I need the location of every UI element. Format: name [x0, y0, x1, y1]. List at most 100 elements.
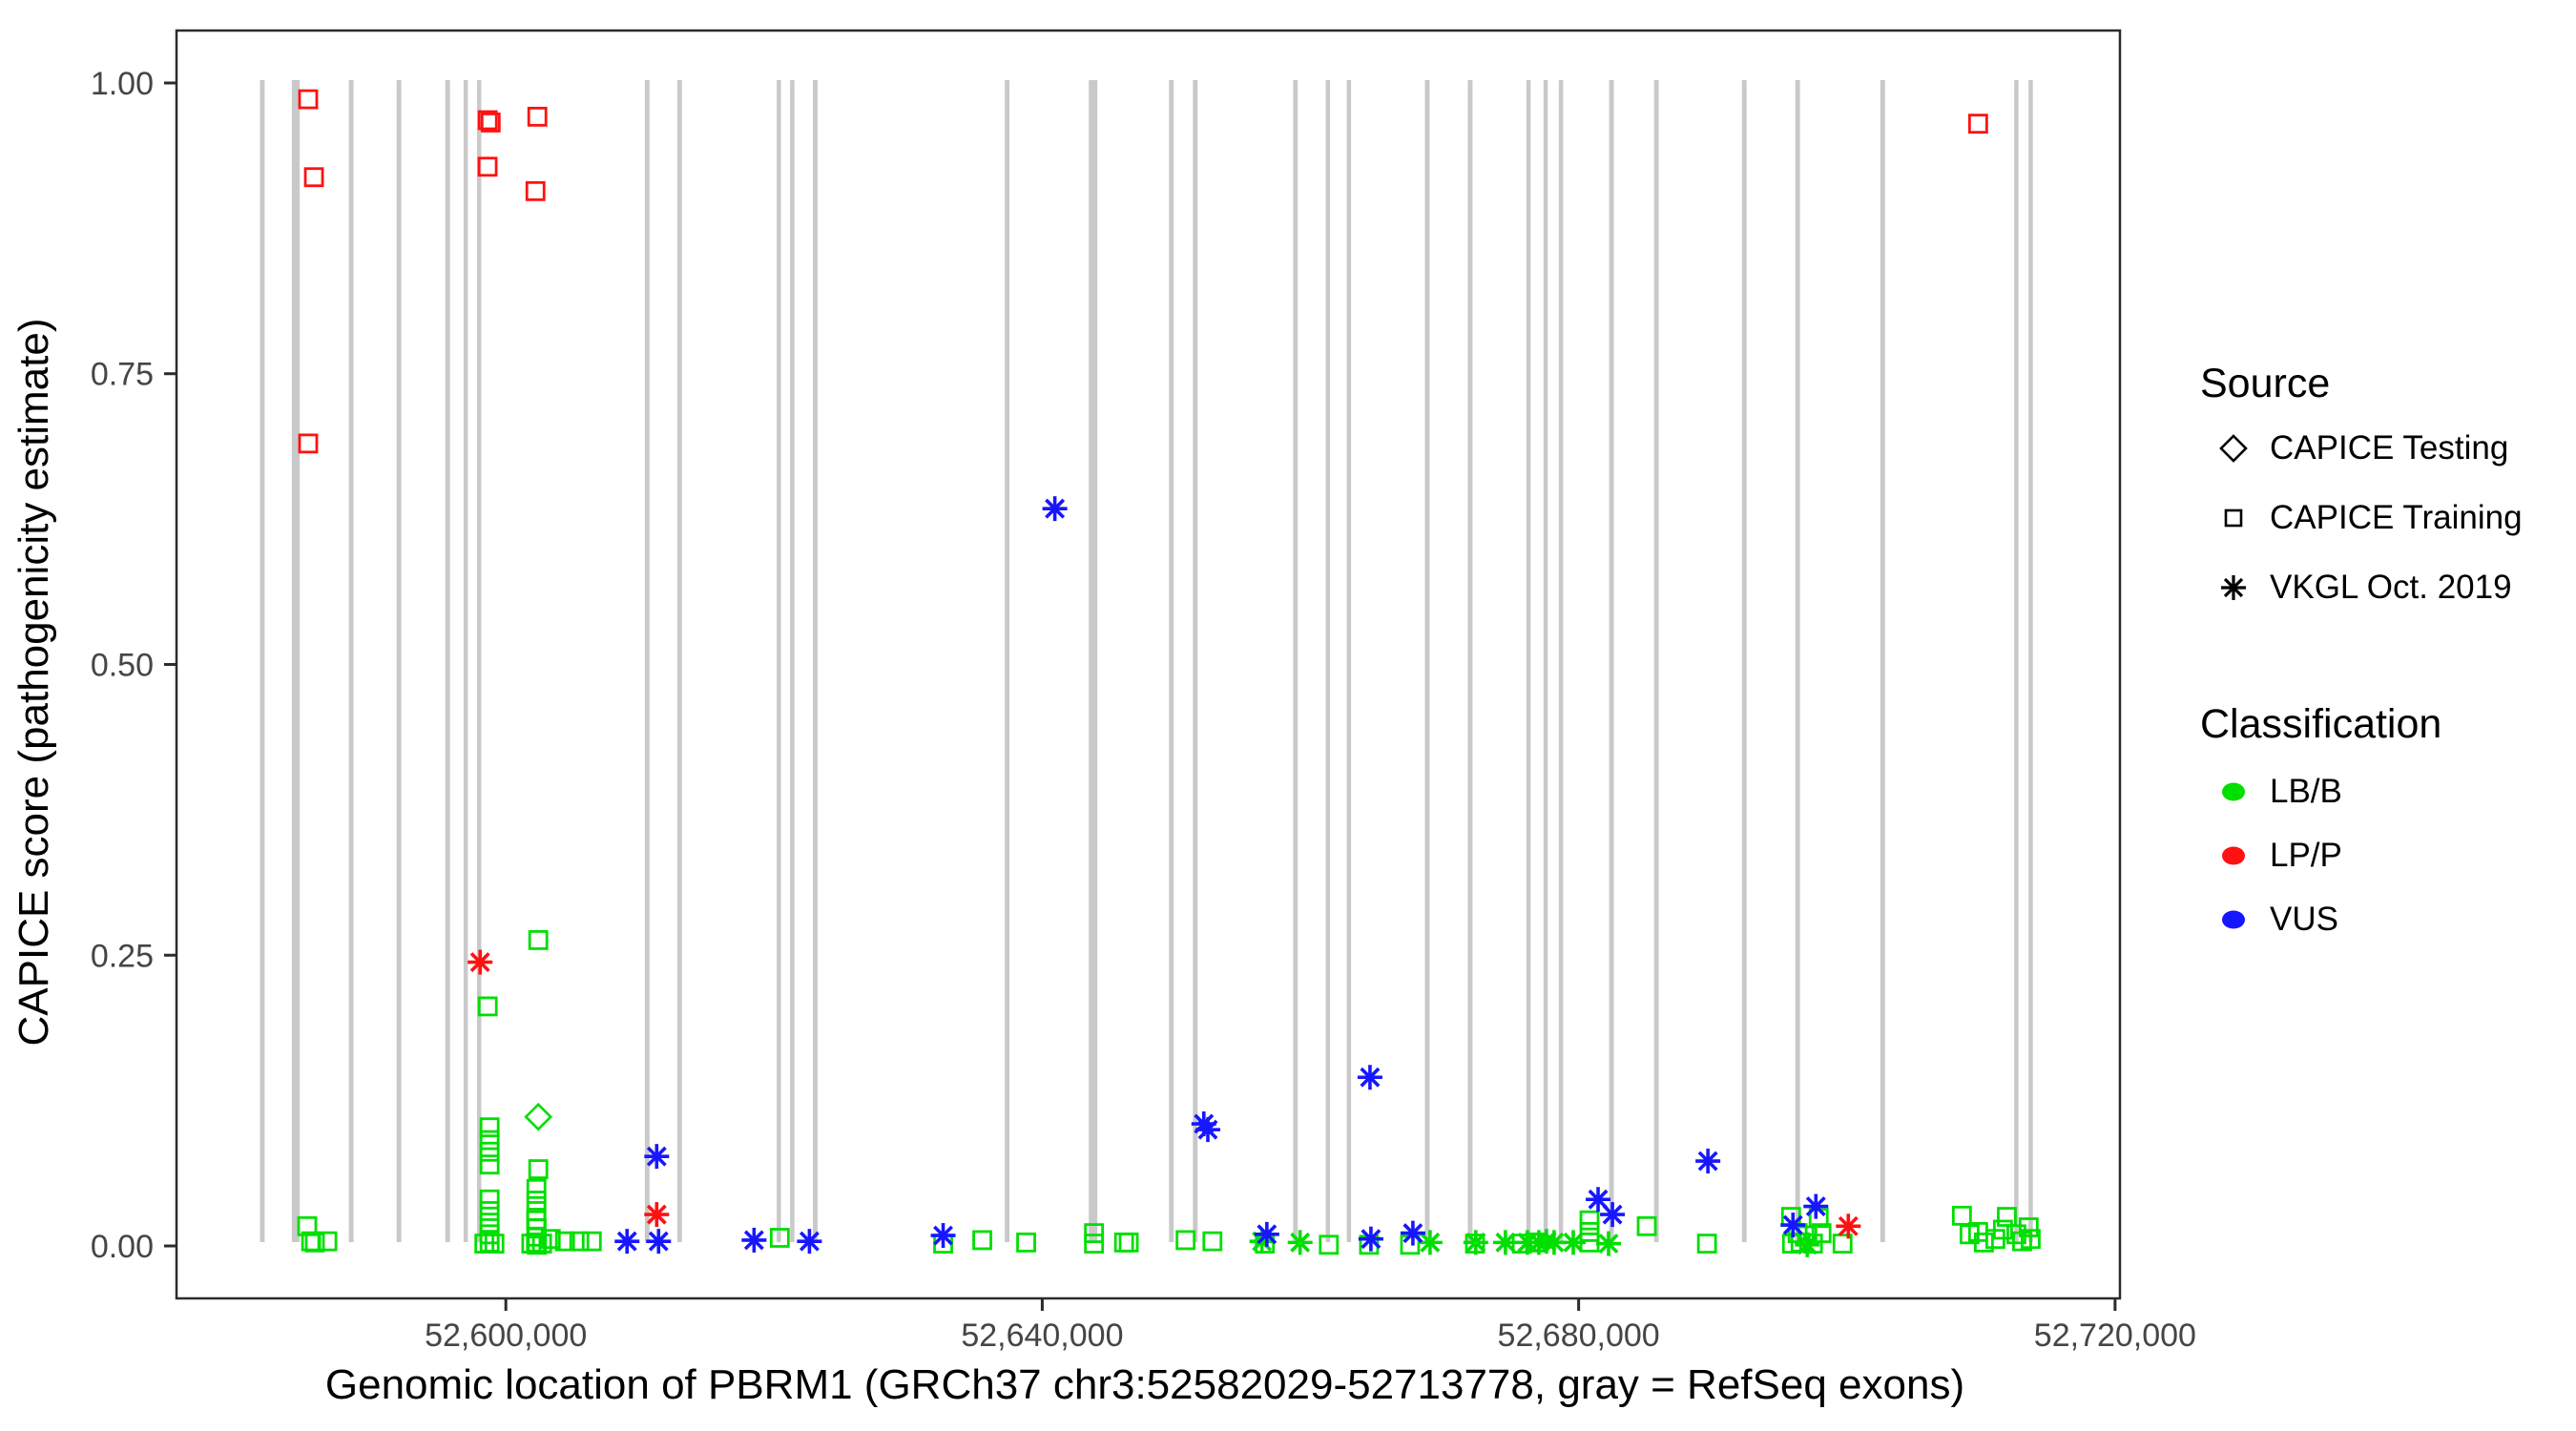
refseq-exon-bar [445, 79, 450, 1243]
square-marker [303, 167, 324, 188]
asterisk-marker [1600, 1202, 1626, 1228]
x-axis-tick-label: 52,720,000 [2034, 1317, 2196, 1354]
square-marker [1175, 1230, 1196, 1251]
refseq-exon-bar [476, 79, 482, 1243]
x-axis-tick-label: 52,680,000 [1498, 1317, 1660, 1354]
square-marker [1202, 1231, 1223, 1252]
asterisk-marker [1417, 1230, 1443, 1255]
asterisk-marker [1195, 1117, 1220, 1143]
square-marker [569, 1231, 590, 1252]
square-marker [1113, 1232, 1134, 1253]
asterisk-marker [1695, 1149, 1721, 1174]
y-axis-tick-label: 0.50 [91, 648, 154, 684]
refseq-exon-bar [1795, 79, 1800, 1243]
refseq-exon-bar [1609, 79, 1614, 1243]
square-marker [304, 1232, 325, 1253]
square-marker [479, 1154, 500, 1175]
asterisk-marker [1561, 1230, 1587, 1255]
square-marker [479, 1189, 500, 1210]
asterisk-marker [1541, 1230, 1567, 1255]
asterisk-marker [467, 949, 493, 975]
square-marker [540, 1229, 561, 1250]
square-marker [1016, 1232, 1036, 1253]
square-marker [298, 433, 319, 454]
square-marker [528, 1159, 549, 1179]
refseq-exon-bar [1558, 79, 1564, 1243]
square-marker [474, 1234, 495, 1254]
asterisk-marker [741, 1227, 767, 1253]
x-axis-tick-label: 52,600,000 [425, 1317, 587, 1354]
asterisk-marker [1357, 1065, 1382, 1090]
asterisk-marker [644, 1202, 670, 1228]
square-marker [526, 1178, 547, 1199]
square-marker [525, 180, 546, 201]
plot-dynamic-layer: 52,600,000 52,640,000 52,680,000 52,720,000… [91, 29, 2196, 1354]
square-marker [480, 113, 501, 133]
asterisk-marker [1042, 496, 1068, 522]
square-marker [527, 106, 548, 127]
square-marker [484, 1234, 505, 1254]
refseq-exon-bar [1193, 79, 1198, 1243]
refseq-exon-bar [1346, 79, 1352, 1243]
square-marker [1579, 1221, 1600, 1242]
refseq-exon-bar [1653, 79, 1659, 1243]
refseq-exon-bar [2014, 79, 2019, 1243]
square-marker [479, 1117, 500, 1138]
square-marker [317, 1231, 338, 1252]
refseq-exon-bar [1325, 79, 1331, 1243]
square-marker [2006, 1224, 2026, 1245]
asterisk-marker [930, 1223, 956, 1249]
refseq-exon-bar [2028, 79, 2033, 1243]
square-marker [1579, 1210, 1600, 1231]
refseq-exon-bar [790, 79, 795, 1243]
square-marker [2021, 1229, 2041, 1250]
square-marker [1636, 1215, 1657, 1236]
y-axis-title: CAPICE score (pathogenicity estimate) [10, 319, 57, 1047]
asterisk-marker [1836, 1213, 1861, 1239]
y-axis-tick-label: 0.75 [91, 357, 154, 393]
x-axis-tick-label: 52,640,000 [961, 1317, 1123, 1354]
square-marker [581, 1231, 602, 1252]
asterisk-marker [646, 1229, 672, 1255]
square-marker [1992, 1219, 2013, 1240]
refseq-exon-bar [1005, 79, 1010, 1243]
square-marker [1832, 1234, 1853, 1254]
refseq-exon-bar [812, 79, 818, 1243]
x-axis-title: Genomic location of PBRM1 (GRCh37 chr3:5… [325, 1361, 1964, 1408]
square-marker [477, 996, 498, 1017]
asterisk-marker [1492, 1230, 1518, 1255]
refseq-exon-bar [1293, 79, 1298, 1243]
square-marker [521, 1234, 542, 1254]
asterisk-marker [1595, 1231, 1621, 1256]
refseq-exon-bar [1741, 79, 1747, 1243]
y-axis-tick-label: 1.00 [91, 66, 154, 102]
refseq-exon-bar [777, 79, 781, 1243]
square-marker [526, 1191, 547, 1211]
refseq-exon-bar [348, 79, 354, 1243]
square-marker [479, 1141, 500, 1162]
square-marker [479, 1130, 500, 1151]
refseq-exon-bar [396, 79, 402, 1243]
square-marker [479, 1213, 500, 1234]
square-marker [1319, 1234, 1340, 1255]
square-marker [1951, 1205, 1972, 1226]
asterisk-marker [1803, 1193, 1829, 1219]
square-marker [1974, 1232, 1994, 1253]
asterisk-marker [614, 1229, 640, 1255]
refseq-exon-bar [1424, 79, 1430, 1243]
refseq-exon-bar [1543, 79, 1548, 1243]
asterisk-marker [644, 1144, 670, 1170]
asterisk-marker [1795, 1232, 1820, 1257]
asterisk-marker [1254, 1221, 1279, 1247]
square-marker [972, 1230, 992, 1251]
asterisk-marker [1586, 1187, 1611, 1213]
diamond-marker [524, 1102, 553, 1131]
refseq-exon-bar [676, 79, 682, 1243]
asterisk-marker [1287, 1230, 1313, 1255]
square-marker [528, 930, 549, 950]
square-marker [554, 1231, 575, 1252]
refseq-exon-bar [1880, 79, 1885, 1243]
refseq-exon-bar [291, 79, 297, 1243]
